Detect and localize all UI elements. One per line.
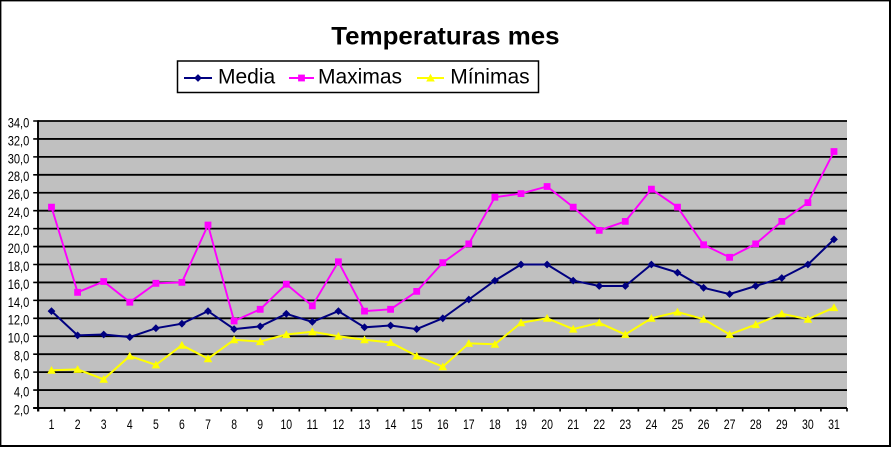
svg-text:2: 2 [75, 416, 81, 432]
svg-text:30: 30 [802, 416, 814, 432]
svg-text:26,0: 26,0 [8, 186, 30, 202]
svg-text:9: 9 [257, 416, 263, 432]
svg-text:14: 14 [385, 416, 397, 432]
svg-text:19: 19 [515, 416, 527, 432]
svg-text:15: 15 [411, 416, 423, 432]
svg-text:16: 16 [437, 416, 449, 432]
svg-text:1: 1 [49, 416, 55, 432]
svg-text:3: 3 [101, 416, 107, 432]
svg-text:28,0: 28,0 [8, 168, 30, 184]
svg-text:23: 23 [619, 416, 631, 432]
svg-text:2,0: 2,0 [14, 401, 30, 417]
svg-text:34,0: 34,0 [8, 114, 30, 130]
svg-text:10: 10 [280, 416, 292, 432]
svg-text:8: 8 [231, 416, 237, 432]
svg-text:31: 31 [828, 416, 840, 432]
svg-text:32,0: 32,0 [8, 132, 30, 148]
svg-text:6: 6 [179, 416, 185, 432]
svg-text:25: 25 [672, 416, 684, 432]
svg-text:22: 22 [593, 416, 605, 432]
svg-text:24,0: 24,0 [8, 204, 30, 220]
svg-text:16,0: 16,0 [8, 276, 30, 292]
svg-text:8,0: 8,0 [14, 348, 30, 364]
svg-text:14,0: 14,0 [8, 294, 30, 310]
svg-text:20: 20 [541, 416, 553, 432]
svg-text:Media: Media [218, 66, 276, 89]
svg-text:5: 5 [153, 416, 159, 432]
svg-text:30,0: 30,0 [8, 150, 30, 166]
svg-text:18,0: 18,0 [8, 258, 30, 274]
svg-text:20,0: 20,0 [8, 240, 30, 256]
svg-text:4: 4 [127, 416, 133, 432]
svg-text:24: 24 [646, 416, 658, 432]
svg-text:22,0: 22,0 [8, 222, 30, 238]
svg-text:26: 26 [698, 416, 710, 432]
svg-text:29: 29 [776, 416, 788, 432]
svg-text:18: 18 [489, 416, 501, 432]
svg-text:Temperaturas mes: Temperaturas mes [331, 23, 559, 51]
svg-text:7: 7 [205, 416, 211, 432]
svg-text:6,0: 6,0 [14, 366, 30, 382]
svg-text:13: 13 [359, 416, 371, 432]
svg-text:21: 21 [567, 416, 579, 432]
svg-text:17: 17 [463, 416, 475, 432]
svg-text:12: 12 [333, 416, 345, 432]
svg-text:28: 28 [750, 416, 762, 432]
svg-text:Mínimas: Mínimas [450, 66, 529, 89]
svg-text:12,0: 12,0 [8, 312, 30, 328]
svg-text:Maximas: Maximas [318, 66, 402, 89]
svg-text:4,0: 4,0 [14, 383, 30, 399]
svg-text:27: 27 [724, 416, 736, 432]
svg-text:11: 11 [306, 416, 318, 432]
svg-text:10,0: 10,0 [8, 330, 30, 346]
